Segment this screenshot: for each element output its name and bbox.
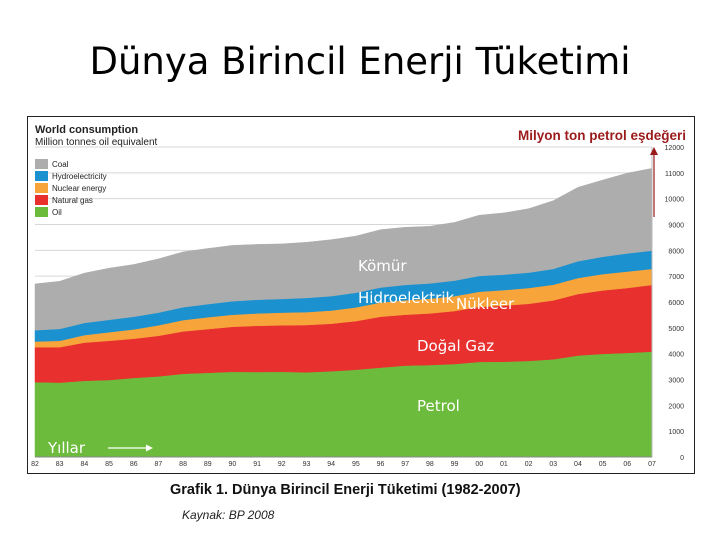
x-tick-label: 83 xyxy=(56,461,64,468)
y-tick-label: 4000 xyxy=(668,352,684,359)
legend-label: Nuclear energy xyxy=(52,184,106,193)
x-tick-label: 01 xyxy=(500,461,508,468)
x-tick-label: 05 xyxy=(599,461,607,468)
x-axis-label-arrowhead xyxy=(146,444,153,452)
x-tick-label: 86 xyxy=(130,461,138,468)
y-tick-label: 10000 xyxy=(665,197,685,204)
x-tick-label: 85 xyxy=(105,461,113,468)
x-tick-label: 96 xyxy=(377,461,385,468)
x-tick-label: 06 xyxy=(623,461,631,468)
legend-swatch xyxy=(35,159,48,169)
annotation-nuclear: Nükleer xyxy=(456,295,515,313)
x-tick-label: 90 xyxy=(229,461,237,468)
y-axis: 0 1000 2000 3000 4000 5000 6000 7000 8000 9000 100… xyxy=(651,145,685,462)
figure-caption: Grafik 1. Dünya Birincil Enerji Tüketimi… xyxy=(170,482,521,498)
y-tick-label: 9000 xyxy=(668,223,684,230)
chart-title: World consumption xyxy=(35,124,138,136)
y-tick-label: 0 xyxy=(680,455,684,462)
unit-arrowhead xyxy=(650,147,658,155)
annotation-oil: Petrol xyxy=(417,397,460,415)
x-tick-label: 82 xyxy=(31,461,39,468)
x-tick-label: 00 xyxy=(475,461,483,468)
slide-title: Dünya Birincil Enerji Tüketimi xyxy=(89,40,631,83)
x-tick-label: 07 xyxy=(648,461,656,468)
annotation-hydro: Hidroelektrik xyxy=(358,289,455,307)
x-tick-label: 94 xyxy=(327,461,335,468)
legend-swatch xyxy=(35,195,48,205)
legend-swatch xyxy=(35,207,48,217)
x-axis: 82 83 84 85 86 87 88 89 90 91 92 93 94 95 96 97 98 99 00 01… xyxy=(31,456,656,468)
chart-subtitle: Million tonnes oil equivalent xyxy=(35,137,158,148)
x-tick-label: 92 xyxy=(278,461,286,468)
y-tick-label: 1000 xyxy=(668,429,684,436)
y-tick-label: 6000 xyxy=(668,300,684,307)
x-tick-label: 88 xyxy=(179,461,187,468)
legend-swatch xyxy=(35,183,48,193)
annotation-coal: Kömür xyxy=(358,257,407,275)
x-tick-label: 98 xyxy=(426,461,434,468)
unit-label: Milyon ton petrol eşdeğeri xyxy=(518,128,686,143)
x-tick-label: 02 xyxy=(525,461,533,468)
x-tick-label: 91 xyxy=(253,461,261,468)
legend-label: Natural gas xyxy=(52,196,93,205)
y-tick-label: 2000 xyxy=(668,403,684,410)
x-tick-label: 84 xyxy=(80,461,88,468)
x-tick-label: 87 xyxy=(155,461,163,468)
y-tick-label: 7000 xyxy=(668,274,684,281)
y-tick-label: 5000 xyxy=(668,326,684,333)
x-tick-label: 93 xyxy=(303,461,311,468)
legend-label: Coal xyxy=(52,160,69,169)
y-tick-label: 11000 xyxy=(665,171,684,178)
x-tick-label: 99 xyxy=(451,461,459,468)
x-tick-label: 04 xyxy=(574,461,582,468)
chart-areas xyxy=(34,168,653,458)
chart-legend: Coal Hydroelectricity Nuclear energy Natura… xyxy=(35,159,107,217)
y-tick-label: 3000 xyxy=(668,378,684,385)
x-tick-label: 95 xyxy=(352,461,360,468)
legend-swatch xyxy=(35,171,48,181)
x-tick-label: 89 xyxy=(204,461,212,468)
y-tick-label: 12000 xyxy=(665,145,685,152)
legend-label: Oil xyxy=(52,208,62,217)
energy-consumption-chart: 0100020003000400050006000700080009000100… xyxy=(31,124,686,468)
x-axis-label: Yıllar xyxy=(47,439,86,457)
x-tick-label: 97 xyxy=(401,461,409,468)
legend-label: Hydroelectricity xyxy=(52,172,107,181)
figure-source: Kaynak: BP 2008 xyxy=(182,508,275,522)
x-tick-label: 03 xyxy=(549,461,557,468)
y-tick-label: 8000 xyxy=(668,248,684,255)
annotation-natural-gas: Doğal Gaz xyxy=(417,337,494,355)
chart-frame: 0 1000 2000 3000 4000 5000 6000 7000 8000 9000 100… xyxy=(27,116,695,474)
